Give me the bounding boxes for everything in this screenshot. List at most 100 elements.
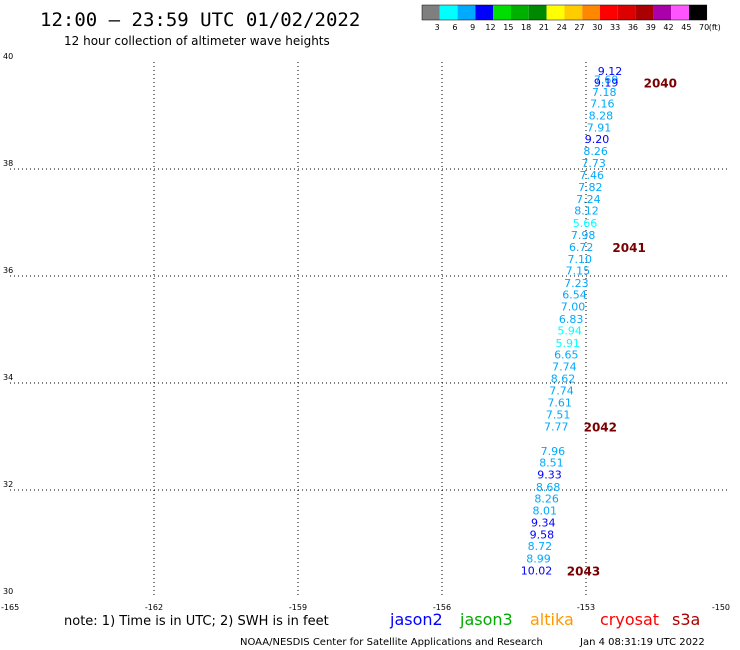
wave-height-point: 6.83 xyxy=(559,313,584,326)
y-tick-label: 30 xyxy=(3,587,13,596)
color-swatch xyxy=(493,5,511,20)
wave-height-point: 9.33 xyxy=(537,468,562,481)
wave-height-point: 7.91 xyxy=(587,121,612,134)
wave-height-point: 7.24 xyxy=(576,193,601,206)
color-swatch xyxy=(671,5,689,20)
wave-height-point: 6.65 xyxy=(554,349,579,362)
wave-height-point: 5.66 xyxy=(573,217,598,230)
wave-height-point: 10.02 xyxy=(521,564,553,577)
footer-note: note: 1) Time is in UTC; 2) SWH is in fe… xyxy=(64,614,329,629)
color-bin-label: 24 xyxy=(557,23,567,32)
color-swatch xyxy=(689,5,707,20)
wave-height-point: 8.26 xyxy=(583,145,608,158)
wave-height-point: 7.61 xyxy=(547,396,572,409)
satellite-s3a-label: s3a xyxy=(672,610,700,629)
wave-height-point: 8.62 xyxy=(551,373,576,386)
wave-height-point: 7.77 xyxy=(544,420,569,433)
color-bin-label: 30 xyxy=(592,23,602,32)
pass-number-label: 2043 xyxy=(567,564,600,578)
x-tick-label: -156 xyxy=(433,603,451,612)
satellite-jason3-label: jason3 xyxy=(459,610,513,629)
color-swatch xyxy=(475,5,494,20)
y-tick-label: 40 xyxy=(3,52,13,61)
wave-height-point: 8.72 xyxy=(528,540,553,553)
wave-height-point: 7.74 xyxy=(549,384,574,397)
wave-height-point: 9.34 xyxy=(531,517,556,530)
pass-number-label: 2042 xyxy=(584,420,617,434)
color-swatch xyxy=(422,5,440,20)
page-title: 12:00 – 23:59 UTC 01/02/2022 xyxy=(40,9,360,31)
wave-height-point: 7.18 xyxy=(592,86,617,99)
pass-labels: 2040 2041 2042 2043 xyxy=(567,76,677,578)
wave-height-point: 7.46 xyxy=(580,169,605,182)
wave-height-point: 7.15 xyxy=(566,265,591,278)
color-swatch xyxy=(600,5,618,20)
wave-height-point: 7.82 xyxy=(578,181,603,194)
x-tick-label: -150 xyxy=(712,603,730,612)
wave-height-point: 8.01 xyxy=(532,504,557,517)
color-swatch xyxy=(511,5,529,20)
color-bin-label: 18 xyxy=(521,23,531,32)
color-bin-label: 33 xyxy=(610,23,620,32)
color-bin-label: 3 xyxy=(435,23,440,32)
color-bin-label: 36 xyxy=(628,23,638,32)
wave-height-point: 7.96 xyxy=(541,445,566,458)
wave-height-point: 8.12 xyxy=(574,205,599,218)
grid-lines xyxy=(10,62,730,597)
pass-number-label: 2040 xyxy=(644,76,677,90)
color-bin-label: 42 xyxy=(663,23,673,32)
wave-height-point: 7.69 xyxy=(594,74,619,87)
y-tick-label: 38 xyxy=(3,159,13,168)
wave-height-point: 7.00 xyxy=(561,300,586,313)
color-legend: 3 6 9 12 15 18 21 24 27 30 33 36 39 42 45 70 (ft) xyxy=(421,4,721,32)
color-bin-label: 70 xyxy=(699,23,709,32)
axis-ticks: -165 -162 -159 -156 -153 -150 30 32 34 36 38 40 xyxy=(1,52,730,612)
satellite-legend: jason2 jason3 altika cryosat s3a xyxy=(389,610,700,629)
color-swatch xyxy=(617,5,636,20)
wave-height-point: 7.16 xyxy=(590,98,615,111)
y-tick-label: 36 xyxy=(3,266,13,275)
wave-height-point: 7.10 xyxy=(568,253,593,266)
wave-height-point: 8.51 xyxy=(539,457,564,470)
wave-height-point: 5.94 xyxy=(557,325,582,338)
plot-area: -165 -162 -159 -156 -153 -150 30 32 34 36 38 40 9.1… xyxy=(1,52,730,612)
color-bin-label: 21 xyxy=(539,23,549,32)
satellite-jason2-label: jason2 xyxy=(389,610,443,629)
color-bin-label: 9 xyxy=(470,23,475,32)
wave-height-point: 6.54 xyxy=(562,289,587,302)
wave-height-point: 7.74 xyxy=(552,360,577,373)
color-swatch xyxy=(457,5,476,20)
color-swatch xyxy=(635,5,654,20)
color-bin-label: 15 xyxy=(503,23,513,32)
page-subtitle: 12 hour collection of altimeter wave hei… xyxy=(64,34,330,48)
wave-height-point: 7.51 xyxy=(546,409,571,422)
wave-height-point: 9.58 xyxy=(530,528,555,541)
wave-height-point: 8.28 xyxy=(589,110,614,123)
wave-height-point: 5.91 xyxy=(556,337,581,350)
y-tick-label: 32 xyxy=(3,480,13,489)
wave-height-point: 8.99 xyxy=(526,552,551,565)
wave-height-point: 6.72 xyxy=(569,241,594,254)
color-swatch xyxy=(582,5,600,20)
footer-credit: NOAA/NESDIS Center for Satellite Applica… xyxy=(240,637,543,648)
color-bin-label: 45 xyxy=(681,23,691,32)
wave-height-point: 7.73 xyxy=(581,157,606,170)
wave-height-point: 8.26 xyxy=(534,493,559,506)
wave-height-point: 9.20 xyxy=(585,133,610,146)
footer-timestamp: Jan 4 08:31:19 UTC 2022 xyxy=(579,637,705,648)
wave-height-point: 9.12 xyxy=(598,65,623,78)
color-swatch xyxy=(528,5,547,20)
color-legend-frame xyxy=(421,4,708,21)
color-bin-label: 39 xyxy=(646,23,656,32)
color-unit-label: (ft) xyxy=(709,23,721,32)
x-tick-label: -162 xyxy=(145,603,163,612)
y-tick-label: 34 xyxy=(3,373,13,382)
color-swatch xyxy=(439,5,458,20)
x-tick-label: -159 xyxy=(289,603,307,612)
satellite-cryosat-label: cryosat xyxy=(600,610,659,629)
data-points: 9.127.699.197.187.168.287.919.208.267.73… xyxy=(521,65,622,577)
x-tick-label: -165 xyxy=(1,603,19,612)
wave-height-point: 7.98 xyxy=(571,229,596,242)
color-bin-label: 27 xyxy=(574,23,584,32)
